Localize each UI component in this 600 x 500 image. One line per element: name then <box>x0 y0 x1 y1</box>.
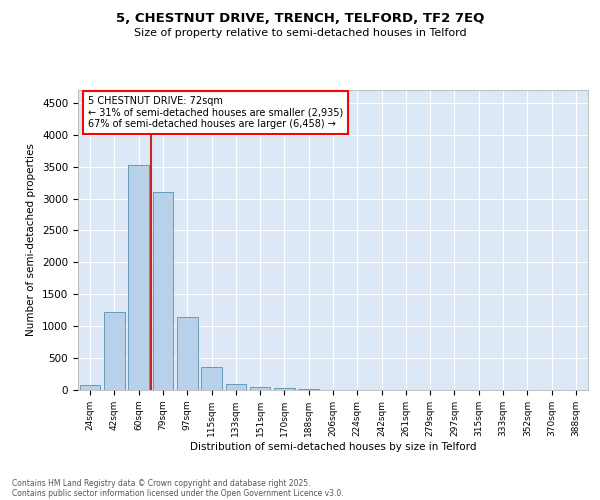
Bar <box>274 388 295 390</box>
Bar <box>128 166 149 390</box>
Bar <box>80 385 100 390</box>
Bar <box>250 387 271 390</box>
Text: Size of property relative to semi-detached houses in Telford: Size of property relative to semi-detach… <box>134 28 466 38</box>
Text: 5, CHESTNUT DRIVE, TRENCH, TELFORD, TF2 7EQ: 5, CHESTNUT DRIVE, TRENCH, TELFORD, TF2 … <box>116 12 484 26</box>
Bar <box>104 312 125 390</box>
Bar <box>201 367 222 390</box>
X-axis label: Distribution of semi-detached houses by size in Telford: Distribution of semi-detached houses by … <box>190 442 476 452</box>
Y-axis label: Number of semi-detached properties: Number of semi-detached properties <box>26 144 37 336</box>
Bar <box>177 316 197 390</box>
Text: Contains HM Land Registry data © Crown copyright and database right 2025.: Contains HM Land Registry data © Crown c… <box>12 478 311 488</box>
Text: 5 CHESTNUT DRIVE: 72sqm
← 31% of semi-detached houses are smaller (2,935)
67% of: 5 CHESTNUT DRIVE: 72sqm ← 31% of semi-de… <box>88 96 343 129</box>
Bar <box>226 384 246 390</box>
Bar <box>152 192 173 390</box>
Text: Contains public sector information licensed under the Open Government Licence v3: Contains public sector information licen… <box>12 488 344 498</box>
